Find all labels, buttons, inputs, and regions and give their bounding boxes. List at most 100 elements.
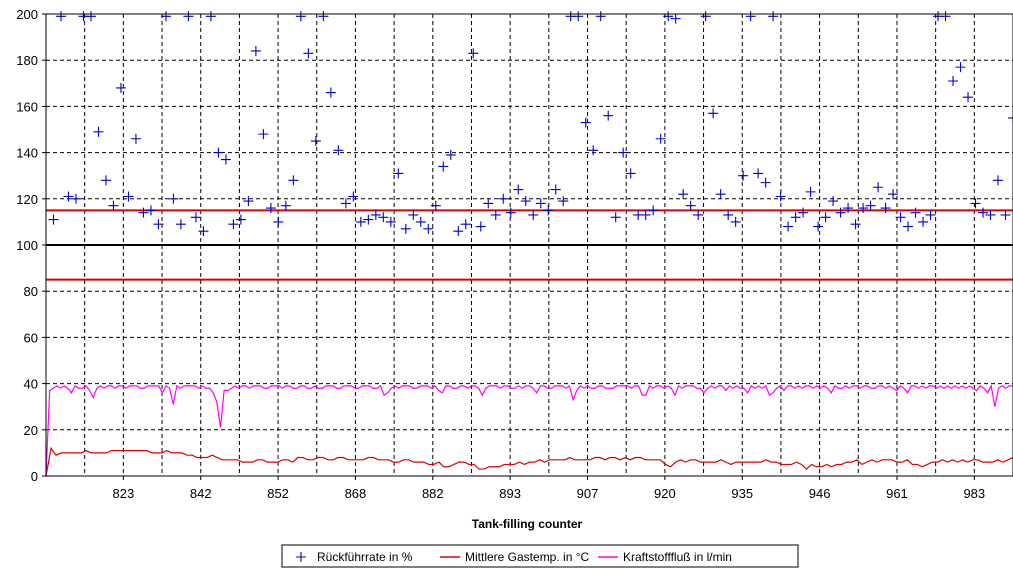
data-point (805, 186, 816, 197)
x-tick-label: 907 (577, 486, 599, 501)
data-point (708, 108, 719, 119)
data-point (393, 168, 404, 179)
data-point (670, 13, 681, 24)
data-point (205, 11, 216, 22)
data-point (888, 189, 899, 200)
series-line-1 (45, 446, 1013, 477)
data-point (340, 198, 351, 209)
data-point (655, 133, 666, 144)
y-tick-label: 80 (24, 284, 38, 299)
data-point (648, 205, 659, 216)
data-point (213, 147, 224, 158)
data-point (723, 209, 734, 220)
data-point (310, 136, 321, 147)
data-point (355, 216, 366, 227)
data-point (288, 175, 299, 186)
x-tick-label: 842 (190, 486, 212, 501)
data-point (115, 82, 126, 93)
data-point (385, 216, 396, 227)
data-point (573, 11, 584, 22)
data-point (843, 203, 854, 214)
data-point (168, 193, 179, 204)
data-point (430, 200, 441, 211)
data-point (273, 216, 284, 227)
data-point (835, 207, 846, 218)
data-point (820, 212, 831, 223)
data-point (423, 223, 434, 234)
data-point (685, 200, 696, 211)
data-point (940, 11, 951, 22)
y-tick-label: 0 (31, 469, 38, 484)
data-point (490, 209, 501, 220)
data-point (745, 11, 756, 22)
x-tick-label: 868 (345, 486, 367, 501)
data-point (520, 196, 531, 207)
data-point (768, 11, 779, 22)
y-tick-label: 40 (24, 377, 38, 392)
series-layer (45, 11, 1013, 477)
data-point (715, 189, 726, 200)
data-point (160, 11, 171, 22)
data-point (378, 212, 389, 223)
data-point (790, 212, 801, 223)
legend-marker-0 (296, 552, 306, 562)
data-point (1008, 112, 1013, 123)
data-point (918, 216, 929, 227)
data-point (295, 11, 306, 22)
data-point (483, 198, 494, 209)
legend: Rückführrate in % Mittlere Gastemp. in °C… (281, 544, 799, 568)
x-tick-label: 882 (422, 486, 444, 501)
data-point (183, 11, 194, 22)
legend-label-0: Rückführrate in % (317, 550, 413, 564)
data-point (333, 145, 344, 156)
data-point (993, 175, 1004, 186)
data-point (243, 196, 254, 207)
data-point (550, 184, 561, 195)
data-point (895, 212, 906, 223)
data-point (640, 209, 651, 220)
y-tick-label: 200 (16, 7, 38, 22)
x-tick-label: 893 (499, 486, 521, 501)
data-point (558, 196, 569, 207)
x-tick-label: 983 (963, 486, 985, 501)
data-point (753, 168, 764, 179)
data-point (475, 221, 486, 232)
data-point (580, 117, 591, 128)
data-point (850, 219, 861, 230)
data-point (100, 175, 111, 186)
data-point (798, 207, 809, 218)
x-tick-label: 935 (731, 486, 753, 501)
data-point (535, 198, 546, 209)
data-point (363, 214, 374, 225)
data-point (925, 209, 936, 220)
data-point (828, 196, 839, 207)
data-point (783, 221, 794, 232)
data-point (460, 219, 471, 230)
x-axis-ticks: 823 842 852 868 882 893 907 920 935 946 961 983 (113, 476, 985, 501)
data-point (775, 191, 786, 202)
data-point (528, 209, 539, 220)
data-point (700, 11, 711, 22)
legend-label-2: Kraftstofffluß in l/min (623, 550, 732, 564)
data-point (873, 182, 884, 193)
data-point (955, 62, 966, 73)
y-tick-label: 100 (16, 238, 38, 253)
data-point (190, 212, 201, 223)
legend-box (281, 544, 799, 568)
data-point (325, 87, 336, 98)
data-point (303, 48, 314, 59)
data-point (858, 203, 869, 214)
data-point (318, 11, 329, 22)
data-point (445, 149, 456, 160)
data-point (408, 209, 419, 220)
data-point (70, 193, 81, 204)
data-point (625, 168, 636, 179)
data-point (250, 45, 261, 56)
data-point (235, 214, 246, 225)
x-tick-label: 823 (113, 486, 135, 501)
data-point (175, 219, 186, 230)
data-point (985, 209, 996, 220)
data-point (760, 177, 771, 188)
data-point (978, 207, 989, 218)
